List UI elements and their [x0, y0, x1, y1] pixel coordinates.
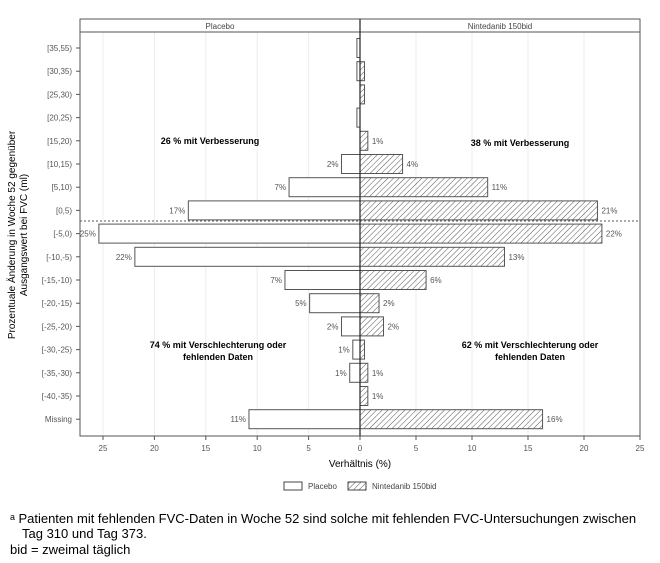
annotation-right-bottom-2: fehlenden Daten — [495, 352, 565, 362]
footnote-2: Tag 310 und Tag 373. — [22, 526, 147, 541]
bar-nintedanib — [359, 339, 365, 360]
y-tick-label: [-20,-15) — [42, 299, 73, 308]
data-label-placebo: 2% — [327, 160, 339, 169]
x-tick-label: 20 — [580, 444, 589, 453]
x-tick-label: 5 — [414, 444, 419, 453]
bar-nintedanib — [359, 200, 598, 221]
bar-placebo — [309, 293, 361, 314]
x-tick-label: 15 — [524, 444, 533, 453]
data-label-nintedanib: 22% — [606, 230, 622, 239]
legend-label-placebo: Placebo — [308, 482, 337, 491]
x-tick-label: 0 — [358, 444, 363, 453]
data-label-nintedanib: 1% — [372, 369, 384, 378]
data-label-placebo: 1% — [335, 369, 347, 378]
y-tick-label: [-35,-30) — [42, 369, 73, 378]
y-tick-label: [10,15) — [47, 160, 72, 169]
y-tick-label: [-25,-20) — [42, 322, 73, 331]
bar-placebo — [248, 409, 361, 430]
data-label-nintedanib: 6% — [430, 276, 442, 285]
y-tick-label: [-10,-5) — [46, 253, 72, 262]
y-tick-label: [5,10) — [52, 183, 73, 192]
data-label-placebo: 5% — [295, 299, 307, 308]
legend: Placebo Nintedanib 150bid — [283, 481, 437, 491]
data-label-nintedanib: 21% — [601, 206, 617, 215]
x-tick-label: 25 — [636, 444, 645, 453]
legend-swatch-nintedanib — [347, 481, 367, 491]
x-tick-label: 25 — [99, 444, 108, 453]
bar-nintedanib — [359, 154, 404, 174]
panel-title-nintedanib: Nintedanib 150bid — [468, 22, 533, 31]
annotation-right-bottom-1: 62 % mit Verschlechterung oder — [462, 340, 599, 350]
y-axis-label-2: Ausgangswert bei FVC (ml) — [19, 174, 30, 296]
bar-placebo — [134, 246, 361, 267]
butterfly-bar-chart: Placebo Nintedanib 150bid 2% 7% 17% 25% 22% 7… — [6, 18, 645, 491]
bar-nintedanib — [359, 61, 365, 82]
bar-nintedanib — [359, 177, 489, 198]
bar-nintedanib — [359, 223, 603, 244]
y-tick-label: [-30,-25) — [42, 346, 73, 355]
x-tick-label: 20 — [150, 444, 159, 453]
footnote-1: ᵃ Patienten mit fehlenden FVC-Daten in W… — [10, 511, 637, 526]
data-label-nintedanib: 13% — [508, 253, 524, 262]
y-axis-label-1: Prozentuale Änderung in Woche 52 gegenüb… — [6, 130, 18, 339]
bar-placebo — [288, 177, 361, 198]
data-label-placebo: 7% — [270, 276, 282, 285]
data-label-nintedanib: 1% — [372, 392, 384, 401]
data-label-placebo: 17% — [169, 206, 185, 215]
data-label-placebo: 1% — [338, 346, 350, 355]
data-label-placebo: 7% — [275, 183, 287, 192]
x-axis-label: Verhältnis (%) — [329, 459, 391, 470]
bar-nintedanib — [359, 130, 369, 151]
bar-placebo — [340, 154, 361, 174]
legend-label-nintedanib: Nintedanib 150bid — [372, 482, 437, 491]
y-tick-label: [0,5) — [56, 206, 72, 215]
data-label-placebo: 11% — [231, 415, 246, 424]
data-label-nintedanib: 4% — [407, 160, 419, 169]
data-label-nintedanib: 1% — [372, 137, 384, 146]
legend-swatch-placebo — [283, 481, 303, 491]
bar-placebo — [352, 339, 361, 360]
data-label-placebo: 22% — [116, 253, 132, 262]
data-label-placebo: 2% — [327, 322, 339, 331]
annotation-left-top: 26 % mit Verbesserung — [161, 136, 260, 146]
y-tick-label: [25,30) — [47, 90, 72, 99]
y-tick-label: Missing — [45, 415, 72, 424]
panel-title-placebo: Placebo — [206, 22, 235, 31]
data-label-nintedanib: 11% — [492, 183, 507, 192]
y-tick-label: [35,55) — [47, 44, 72, 53]
bar-placebo — [340, 316, 361, 337]
bar-placebo — [187, 200, 361, 221]
bar-nintedanib — [359, 246, 505, 267]
footnote-3: bid = zweimal täglich — [10, 542, 131, 557]
annotation-right-top: 38 % mit Verbesserung — [471, 138, 570, 148]
bar-nintedanib — [359, 84, 365, 105]
data-label-nintedanib: 2% — [388, 322, 400, 331]
y-tick-label: [-15,-10) — [42, 276, 73, 285]
y-tick-label: [20,25) — [47, 114, 72, 123]
y-tick-label: [30,35) — [47, 67, 72, 76]
bar-nintedanib — [359, 316, 385, 337]
x-tick-label: 10 — [253, 444, 262, 453]
bar-nintedanib — [359, 409, 544, 430]
bar-placebo — [349, 362, 361, 383]
bar-placebo — [98, 223, 361, 244]
y-tick-label: [15,20) — [47, 137, 72, 146]
y-tick-label: [-40,-35) — [42, 392, 73, 401]
y-tick-label: [-5,0) — [53, 230, 72, 239]
bar-nintedanib — [359, 293, 380, 314]
annotation-left-bottom-1: 74 % mit Verschlechterung oder — [150, 340, 287, 350]
bar-nintedanib — [359, 270, 427, 290]
bar-nintedanib — [359, 362, 369, 383]
data-label-nintedanib: 2% — [383, 299, 395, 308]
x-tick-label: 5 — [306, 444, 311, 453]
data-label-placebo: 25% — [80, 230, 96, 239]
x-tick-label: 10 — [468, 444, 477, 453]
data-label-nintedanib: 16% — [547, 415, 563, 424]
bar-placebo — [284, 270, 361, 290]
x-tick-label: 15 — [201, 444, 210, 453]
bar-nintedanib — [359, 386, 369, 406]
annotation-left-bottom-2: fehlenden Daten — [183, 352, 253, 362]
